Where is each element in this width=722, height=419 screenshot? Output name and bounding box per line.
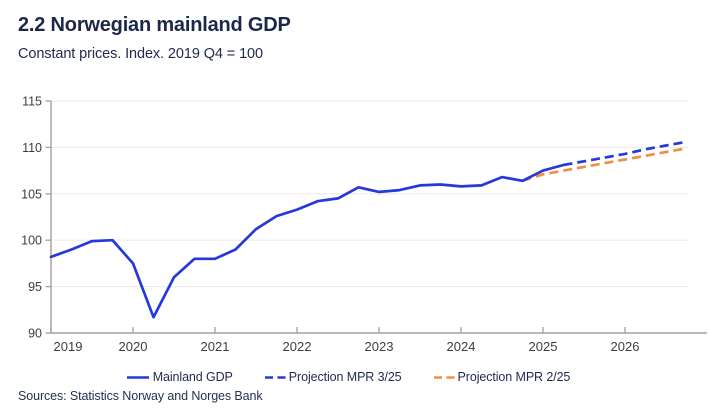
legend-item-mainland-gdp: Mainland GDP: [126, 370, 233, 384]
legend-item-projection-mpr-2-25: Projection MPR 2/25: [433, 370, 571, 384]
y-axis-tick-label: 95: [28, 280, 42, 294]
legend-label: Projection MPR 2/25: [457, 370, 571, 384]
solid-line-swatch: [126, 375, 149, 379]
y-gridlines: [51, 100, 688, 288]
axes: [50, 101, 707, 334]
chart-title: 2.2 Norwegian mainland GDP: [18, 14, 291, 36]
x-axis-ticks: 2019 2020 2021 2022 2023 2024 2025 2026: [50, 327, 640, 354]
y-axis-tick-label: 110: [22, 141, 42, 155]
chart-subtitle: Constant prices. Index. 2019 Q4 = 100: [18, 46, 263, 62]
x-axis-tick-label: 2021: [201, 339, 230, 354]
legend-label: Projection MPR 3/25: [288, 370, 402, 384]
x-axis-tick-label: 2020: [119, 339, 148, 354]
y-axis-tick-label: 100: [21, 234, 42, 248]
y-axis-tick-label: 90: [28, 327, 42, 341]
y-axis-tick-label: 105: [21, 187, 42, 201]
dashed-line-swatch-orange: [433, 375, 455, 379]
legend-label: Mainland GDP: [152, 370, 233, 384]
series-mainland-gdp: [49, 163, 565, 319]
chart-legend: Mainland GDP Projection MPR 3/25 Project…: [0, 367, 722, 387]
legend-item-projection-mpr-3-25: Projection MPR 3/25: [264, 370, 402, 384]
x-axis-tick-label: 2026: [611, 339, 640, 354]
y-axis-tick-label: 115: [22, 95, 42, 109]
sources-note: Sources: Statistics Norway and Norges Ba…: [18, 389, 263, 403]
series-projection-mpr-3-25: [563, 140, 687, 167]
x-axis-tick-label: 2024: [447, 339, 476, 354]
x-axis-tick-label: 2023: [365, 339, 394, 354]
dashed-line-swatch-blue: [264, 375, 286, 379]
x-axis-tick-label: 2022: [283, 339, 312, 354]
series-projection-mpr-2-25: [522, 146, 687, 183]
x-axis-tick-label: 2019: [54, 339, 83, 354]
x-axis-tick-label: 2025: [529, 339, 558, 354]
y-axis-ticks: 90 95 100 105 110 115: [21, 95, 51, 341]
